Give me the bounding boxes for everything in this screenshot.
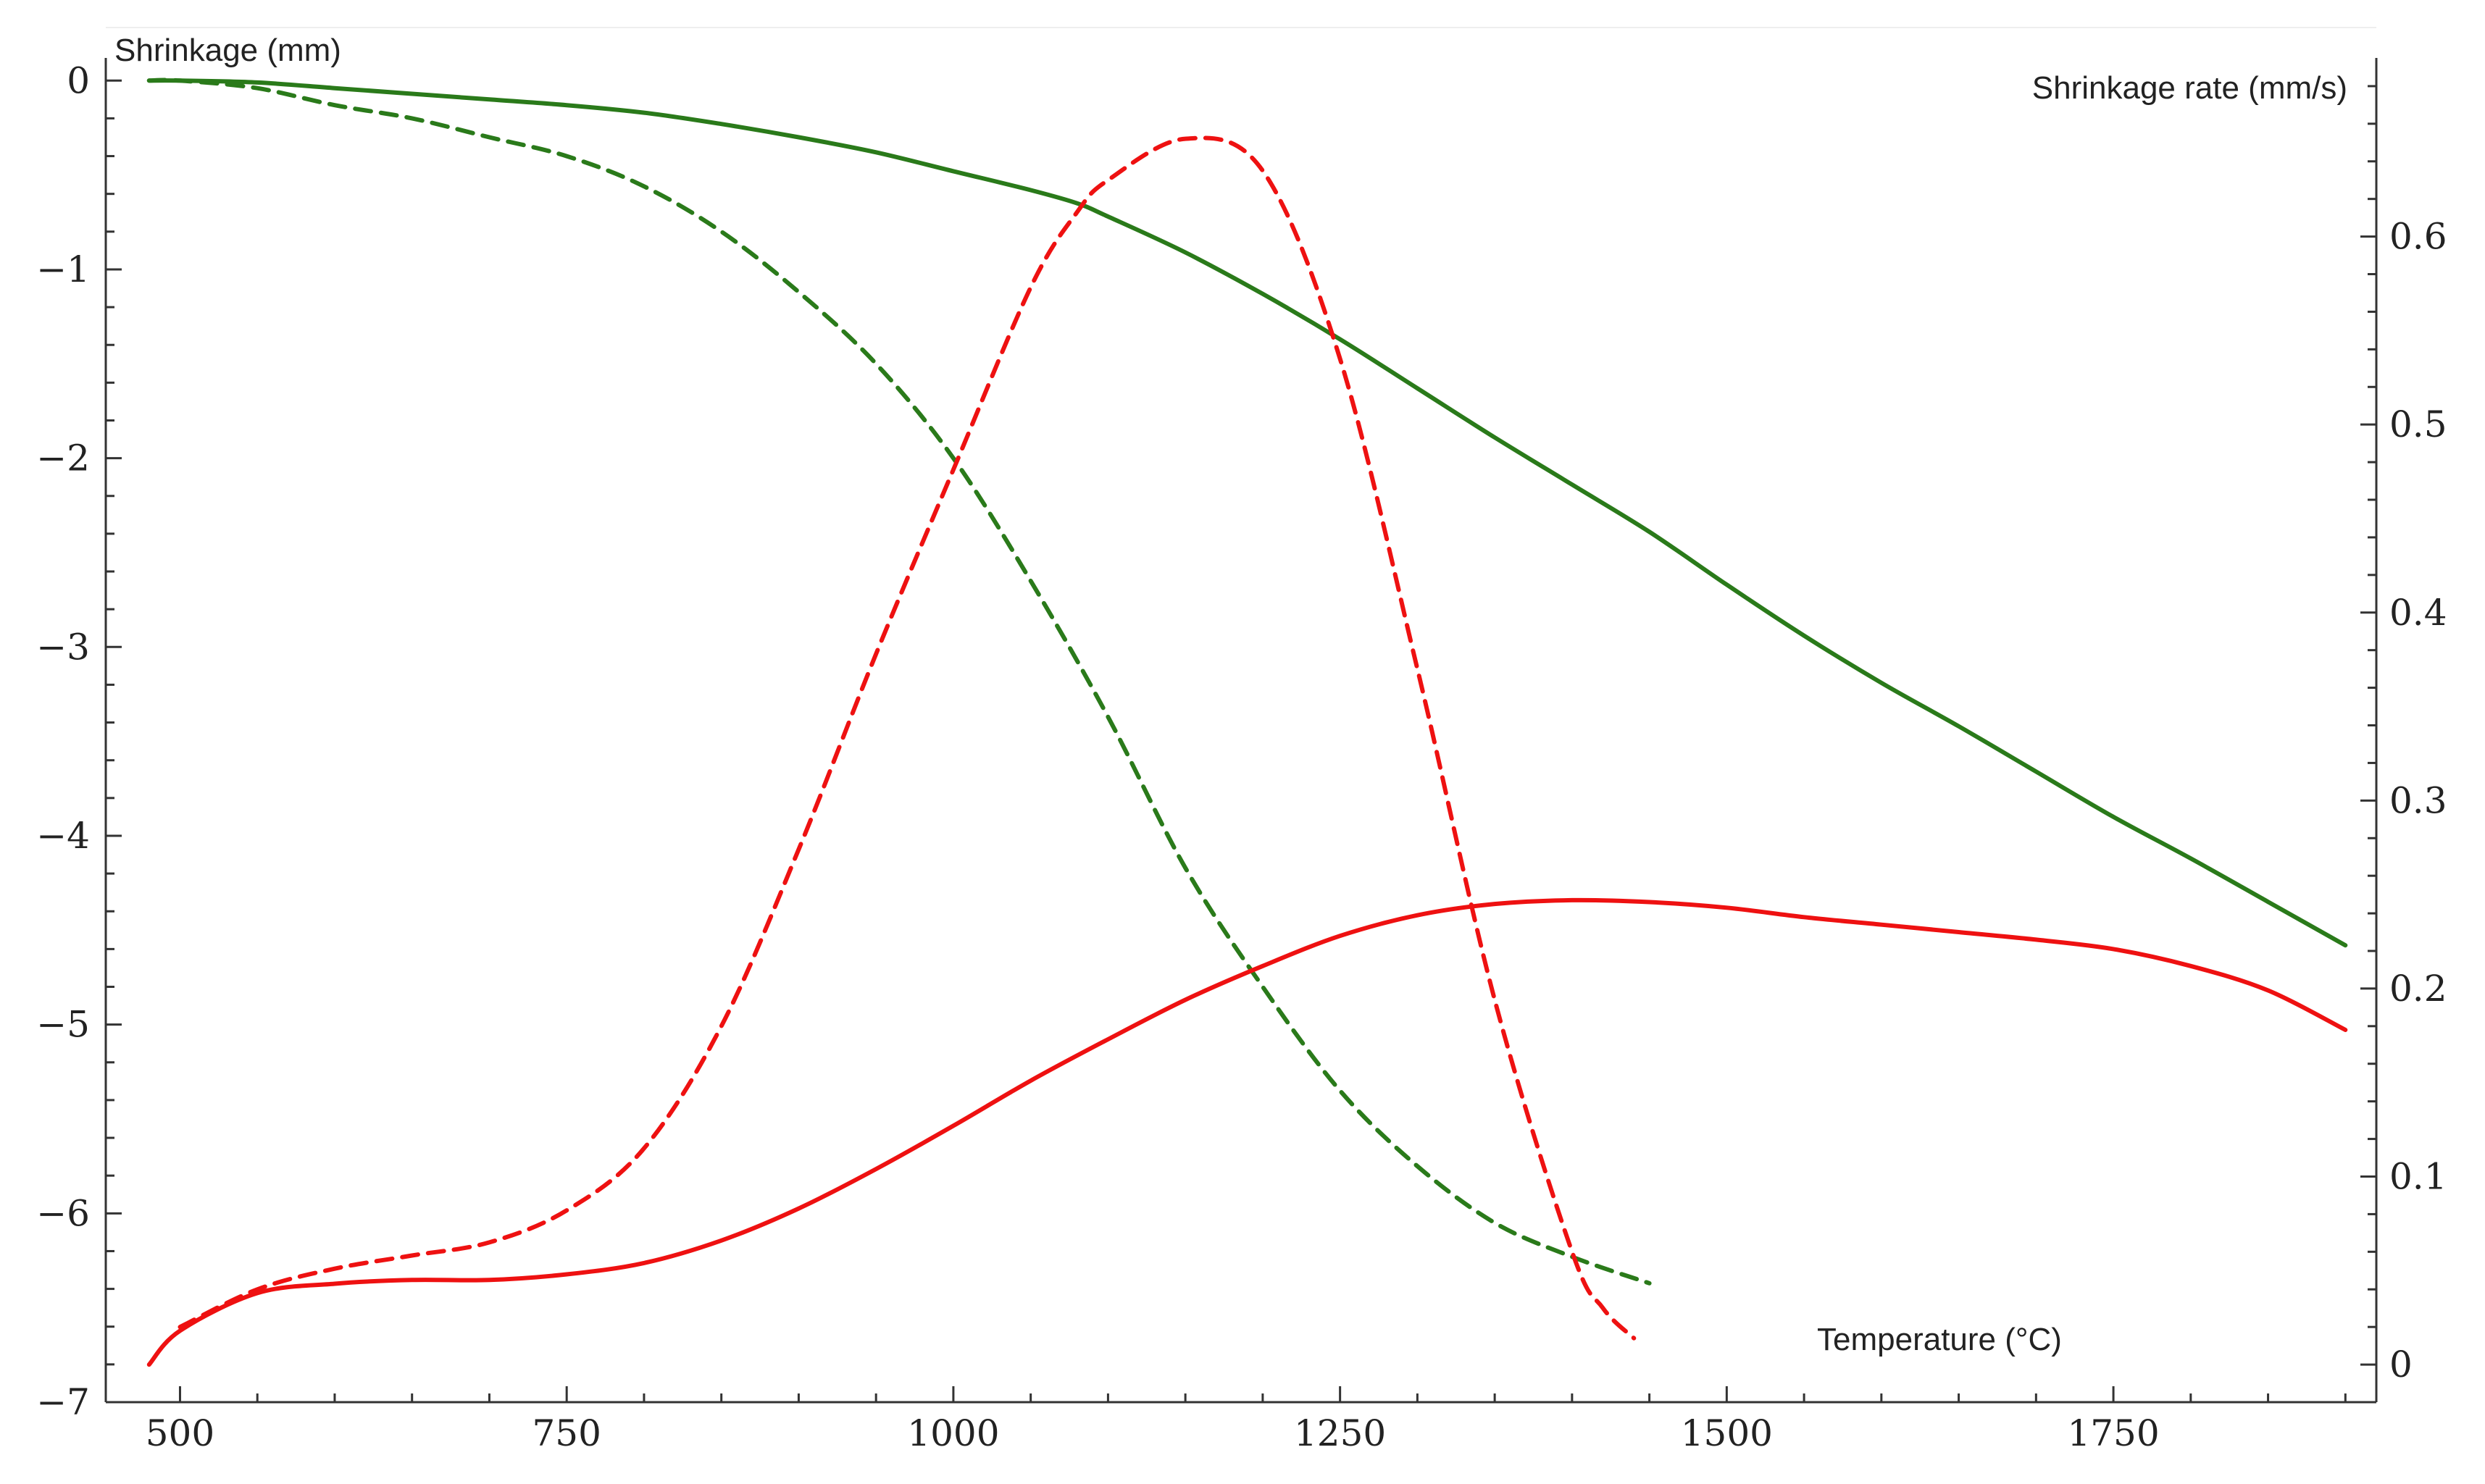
y-tick-label: −6: [36, 1192, 90, 1234]
y2-tick-label: 0.1: [2389, 1156, 2447, 1198]
y2-tick-label: 0.3: [2389, 779, 2447, 821]
x-tick-label: 1250: [1294, 1412, 1386, 1454]
y-tick-label: −3: [36, 626, 90, 668]
x-tick-label: 750: [532, 1412, 601, 1454]
ticks: 500 750 1000 1250 1500 1750 0 −1 −2 −3 −4 −5 −6 −7 0.6…: [36, 59, 2447, 1454]
y2-axis-title: Shrinkage rate (mm/s): [2032, 70, 2347, 106]
series-rate-solid-line: [146, 897, 2348, 1367]
y-tick-label: −5: [36, 1004, 90, 1046]
y-tick-label: −2: [36, 437, 90, 479]
y2-tick-label: 0.4: [2389, 592, 2447, 634]
series-shrinkage-dashed-line: [146, 77, 1652, 1286]
y2-tick-label: 0.6: [2389, 216, 2447, 258]
y2-tick-label: 0.2: [2389, 968, 2447, 1010]
x-axis-title: Temperature (°C): [1817, 1322, 2062, 1357]
x-tick-label: 1500: [1681, 1412, 1773, 1454]
y2-tick-label: 0: [2389, 1343, 2413, 1386]
series-shrinkage-solid-line: [146, 78, 2348, 948]
x-tick-label: 500: [146, 1412, 214, 1454]
y-axis-title: Shrinkage (mm): [114, 33, 341, 68]
series: [146, 77, 2348, 1367]
y-tick-label: −4: [36, 815, 90, 857]
y-tick-label: 0: [67, 59, 90, 101]
x-tick-label: 1750: [2067, 1412, 2159, 1454]
x-tick-label: 1000: [907, 1412, 999, 1454]
axes: [104, 27, 2378, 1404]
series-rate-dashed-line: [178, 135, 1637, 1341]
y2-tick-label: 0.5: [2389, 403, 2447, 445]
y-tick-label: −7: [36, 1381, 90, 1423]
y-tick-label: −1: [36, 248, 90, 290]
